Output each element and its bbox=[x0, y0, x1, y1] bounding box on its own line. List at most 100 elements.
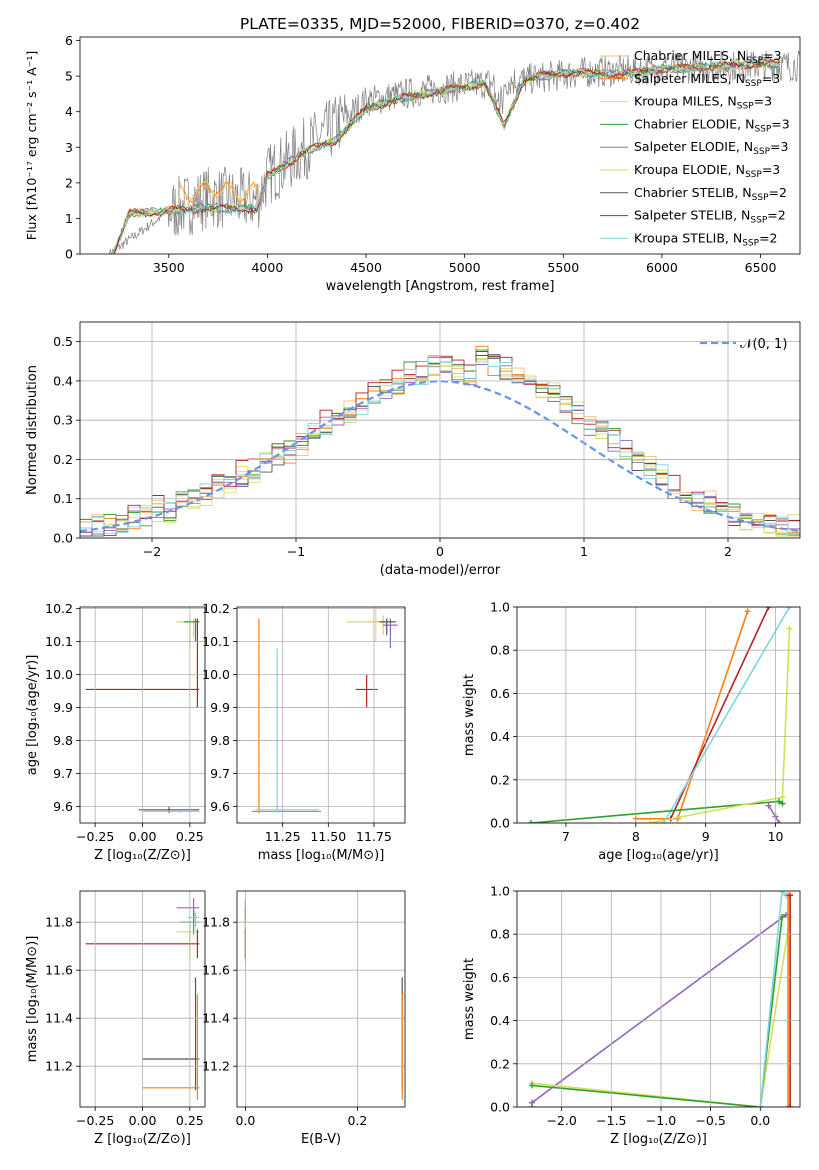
y-tick-label: 11.8 bbox=[45, 915, 73, 930]
y-tick-label: 10.0 bbox=[202, 667, 230, 682]
y-tick-label: 11.6 bbox=[45, 963, 73, 978]
x-tick-label: 3500 bbox=[153, 260, 185, 275]
plot-area bbox=[527, 607, 793, 823]
plot-area bbox=[244, 900, 403, 1100]
weight-marker bbox=[786, 625, 793, 632]
y-tick-label: 11.2 bbox=[202, 1059, 230, 1074]
y-tick-label: 9.8 bbox=[210, 733, 230, 748]
weight-marker bbox=[646, 820, 653, 823]
x-tick-label: 5500 bbox=[547, 260, 579, 275]
figure-title: PLATE=0335, MJD=52000, FIBERID=0370, z=0… bbox=[240, 15, 640, 33]
y-tick-label: 0.3 bbox=[53, 413, 73, 428]
weight-line bbox=[531, 916, 791, 1107]
x-tick-label: 5000 bbox=[449, 260, 481, 275]
y-tick-label: 5 bbox=[65, 69, 73, 84]
axes-frame bbox=[236, 606, 406, 824]
legend-label: Kroupa ELODIE, NSSP=3 bbox=[634, 162, 780, 180]
y-tick-label: 1.0 bbox=[490, 884, 510, 899]
x-tick-label: −1 bbox=[287, 544, 305, 559]
x-tick-label: 11.50 bbox=[310, 829, 346, 844]
weight-marker bbox=[527, 820, 534, 823]
y-tick-label: 0.8 bbox=[490, 643, 510, 658]
y-tick-label: 10.2 bbox=[45, 601, 73, 616]
weight-marker bbox=[787, 892, 794, 899]
x-tick-label: 9 bbox=[702, 829, 710, 844]
weight-marker bbox=[779, 891, 786, 894]
y-tick-label: 0.6 bbox=[490, 686, 510, 701]
x-tick-label: −0.5 bbox=[695, 1113, 725, 1128]
panel-spectrum: 3500 4000 4500 5000 5500 6000 6500 0 1 2 3 4 5 6 wavel… bbox=[24, 33, 801, 294]
x-tick-label: 4000 bbox=[251, 260, 283, 275]
weight-marker bbox=[765, 607, 772, 610]
legend-label: Chabrier MILES, NSSP=3 bbox=[634, 48, 782, 66]
y-axis-label: mass weight bbox=[462, 958, 477, 1040]
panel-mass-weight-vs-metallicity: −2.0 −1.5 −1.0 −0.5 0.0 0.0 0.2 0.4 0.6 0.8 1.0 Z [… bbox=[462, 884, 801, 1147]
weight-marker bbox=[776, 798, 783, 805]
y-tick-label: 9.8 bbox=[53, 733, 73, 748]
weight-line bbox=[531, 916, 783, 1107]
y-tick-label: 0.0 bbox=[490, 816, 510, 831]
x-tick-label: −1.5 bbox=[596, 1113, 626, 1128]
y-tick-label: 11.8 bbox=[202, 915, 230, 930]
y-tick-label: 3 bbox=[65, 140, 73, 155]
plot-area bbox=[528, 891, 794, 1107]
weight-marker bbox=[787, 1104, 794, 1107]
legend-label: Chabrier STELIB, NSSP=2 bbox=[634, 185, 787, 203]
x-axis-label: E(B-V) bbox=[301, 1132, 341, 1147]
y-tick-label: 0.2 bbox=[490, 772, 510, 787]
x-tick-label: 0.2 bbox=[347, 1113, 367, 1128]
legend-label: 𝒩(0, 1) bbox=[740, 337, 787, 352]
legend-label: Chabrier ELODIE, NSSP=3 bbox=[634, 116, 790, 134]
y-tick-label: 0.6 bbox=[490, 970, 510, 985]
y-tick-label: 0.1 bbox=[53, 491, 73, 506]
x-axis-label: age [log₁₀(age/yr)] bbox=[598, 848, 719, 863]
weight-line bbox=[635, 611, 749, 820]
x-tick-label: 0.25 bbox=[176, 1113, 204, 1128]
y-tick-label: 11.6 bbox=[202, 963, 230, 978]
y-tick-label: 0.4 bbox=[490, 729, 510, 744]
x-axis-label: wavelength [Angstrom, rest frame] bbox=[326, 279, 555, 294]
x-tick-label: 7 bbox=[562, 829, 570, 844]
weight-marker bbox=[776, 820, 783, 823]
axes-frame bbox=[79, 606, 206, 824]
weight-marker bbox=[779, 800, 786, 807]
x-tick-label: 8 bbox=[632, 829, 640, 844]
y-tick-label: 10.1 bbox=[202, 634, 230, 649]
x-tick-label: 0.0 bbox=[750, 1113, 770, 1128]
legend-label: Salpeter ELODIE, NSSP=3 bbox=[634, 139, 788, 157]
x-tick-label: −2.0 bbox=[547, 1113, 577, 1128]
legend-label: Kroupa STELIB, NSSP=2 bbox=[634, 230, 778, 248]
y-tick-label: 0.2 bbox=[490, 1056, 510, 1071]
weight-line bbox=[531, 914, 787, 1107]
y-tick-label: 9.9 bbox=[210, 700, 230, 715]
x-tick-label: 0.00 bbox=[129, 829, 157, 844]
weight-marker bbox=[765, 802, 772, 809]
weight-marker bbox=[779, 794, 786, 801]
x-axis-label: (data-model)/error bbox=[380, 563, 501, 578]
axes-frame bbox=[79, 321, 801, 539]
weight-line bbox=[759, 891, 787, 1107]
y-tick-label: 0.8 bbox=[490, 927, 510, 942]
x-axis-label: mass [log₁₀(M/M⊙)] bbox=[258, 848, 385, 863]
legend: Chabrier MILES, NSSP=3 Salpeter MILES, NS… bbox=[600, 48, 790, 248]
y-tick-label: 4 bbox=[65, 104, 73, 119]
panel-mass-vs-metallicity: −0.25 0.00 0.25 11.2 11.4 11.6 11.8 Z [log₁₀(Z/… bbox=[25, 890, 206, 1147]
y-tick-label: 10.2 bbox=[202, 601, 230, 616]
y-tick-label: 9.6 bbox=[210, 799, 230, 814]
x-tick-label: −2 bbox=[143, 544, 161, 559]
axes-frame bbox=[516, 890, 801, 1108]
x-tick-label: 1 bbox=[580, 544, 588, 559]
y-tick-label: 0.5 bbox=[53, 334, 73, 349]
y-tick-label: 11.4 bbox=[202, 1011, 230, 1026]
x-tick-label: 0.25 bbox=[176, 829, 204, 844]
model-line bbox=[113, 58, 781, 252]
x-tick-label: 11.25 bbox=[265, 829, 301, 844]
y-tick-label: 9.6 bbox=[53, 799, 73, 814]
y-tick-label: 1 bbox=[65, 211, 73, 226]
panels: 3500 4000 4500 5000 5500 6000 6500 0 1 2 3 4 5 6 wavel… bbox=[24, 33, 801, 1147]
x-axis-label: Z [log₁₀(Z/Z⊙)] bbox=[94, 848, 191, 863]
x-tick-label: −0.25 bbox=[76, 1113, 114, 1128]
panel-age-vs-metallicity: −0.25 0.00 0.25 9.6 9.7 9.8 9.9 10.0 10.1 10.2 Z [… bbox=[25, 601, 206, 863]
plot-area bbox=[251, 608, 398, 814]
x-tick-label: 6000 bbox=[646, 260, 678, 275]
